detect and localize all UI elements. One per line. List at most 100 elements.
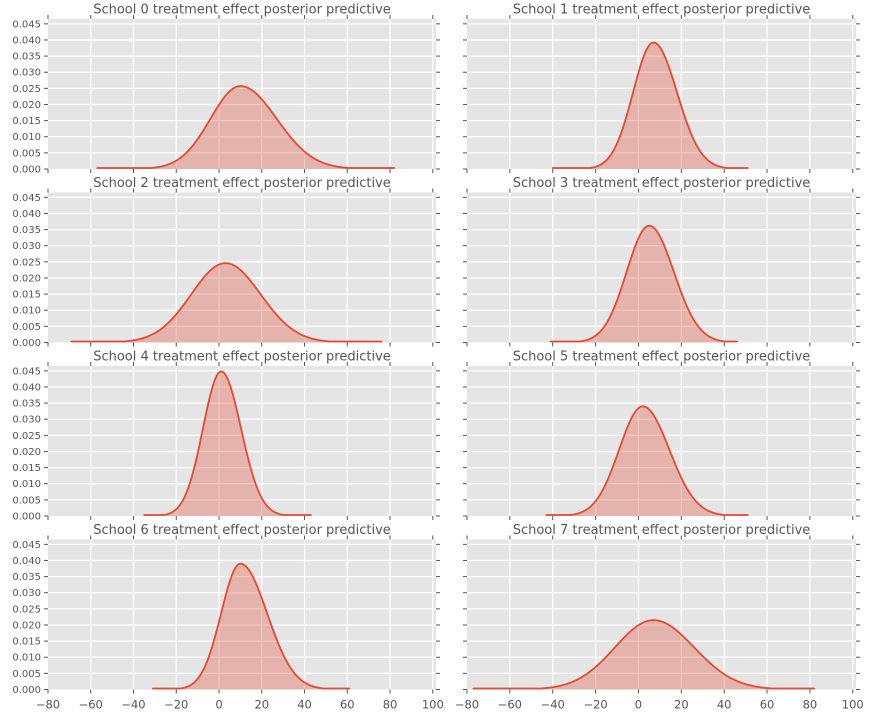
x-tick-label: −40 xyxy=(121,698,145,712)
grid-lines xyxy=(467,192,856,343)
y-tick-label: 0.030 xyxy=(12,588,41,599)
y-tick-label: 0.030 xyxy=(12,241,41,252)
density-curve xyxy=(549,224,738,343)
y-tick-label: 0.010 xyxy=(12,306,41,317)
y-tick-label: 0.040 xyxy=(12,35,41,46)
tick-marks xyxy=(44,188,440,347)
density-curve xyxy=(151,562,351,690)
x-tick-label: −20 xyxy=(164,698,188,712)
y-tick-label: 0.045 xyxy=(12,193,41,204)
y-tick-label: 0.025 xyxy=(12,84,41,95)
y-tick-labels: 0.000 0.005 0.010 0.015 0.020 0.025 0.030 0.035… xyxy=(12,540,41,696)
density-fill xyxy=(473,620,815,690)
grid-lines xyxy=(48,366,436,516)
density-curve xyxy=(70,262,383,343)
y-tick-label: 0.010 xyxy=(12,132,41,143)
subplot-title: School 4 treatment effect posterior pred… xyxy=(93,350,391,365)
subplot-school-4: School 4 treatment effect posterior pred… xyxy=(12,350,440,523)
subplot-title: School 6 treatment effect posterior pred… xyxy=(93,523,391,538)
density-curve xyxy=(551,41,749,169)
x-tick-label: 100 xyxy=(842,698,864,712)
subplot-school-5: School 5 treatment effect posterior pred… xyxy=(463,350,860,520)
y-tick-labels: 0.000 0.005 0.010 0.015 0.020 0.025 0.030 0.035… xyxy=(12,193,41,349)
x-tick-label: −60 xyxy=(79,698,103,712)
y-tick-label: 0.000 xyxy=(12,338,41,349)
tick-marks xyxy=(463,188,860,347)
y-tick-label: 0.015 xyxy=(12,290,41,301)
density-curve xyxy=(143,370,312,516)
x-tick-label: 80 xyxy=(383,698,398,712)
subplot-title: School 7 treatment effect posterior pred… xyxy=(513,523,811,538)
density-curve xyxy=(96,85,396,169)
subplot-school-6: School 6 treatment effect posterior pred… xyxy=(12,523,443,712)
grid-lines xyxy=(467,539,856,690)
tick-marks xyxy=(44,362,440,520)
y-tick-label: 0.020 xyxy=(12,620,41,631)
y-tick-label: 0.045 xyxy=(12,366,41,377)
y-tick-label: 0.005 xyxy=(12,495,41,506)
y-tick-labels: 0.000 0.005 0.010 0.015 0.020 0.025 0.030 0.035… xyxy=(12,19,41,175)
plot-background xyxy=(467,539,856,690)
grid-lines xyxy=(48,192,436,343)
y-tick-label: 0.020 xyxy=(12,447,41,458)
x-tick-label: 100 xyxy=(422,698,444,712)
y-tick-label: 0.010 xyxy=(12,479,41,490)
y-tick-label: 0.020 xyxy=(12,273,41,284)
x-tick-label: 60 xyxy=(340,698,355,712)
y-tick-label: 0.045 xyxy=(12,540,41,551)
x-tick-label: 40 xyxy=(717,698,732,712)
y-tick-labels: 0.000 0.005 0.010 0.015 0.020 0.025 0.030 0.035… xyxy=(12,366,41,522)
y-tick-label: 0.025 xyxy=(12,604,41,615)
y-tick-label: 0.025 xyxy=(12,431,41,442)
y-tick-label: 0.045 xyxy=(12,19,41,30)
grid-lines xyxy=(48,19,436,169)
x-tick-label: 0 xyxy=(635,698,642,712)
subplot-school-0: School 0 treatment effect posterior pred… xyxy=(12,3,440,176)
plot-background xyxy=(48,366,436,516)
subplot-title: School 1 treatment effect posterior pred… xyxy=(513,3,811,18)
subplot-title: School 2 treatment effect posterior pred… xyxy=(93,176,391,191)
subplot-school-1: School 1 treatment effect posterior pred… xyxy=(463,3,860,173)
y-tick-label: 0.005 xyxy=(12,322,41,333)
plot-background xyxy=(48,19,436,169)
y-tick-label: 0.010 xyxy=(12,653,41,664)
tick-marks xyxy=(463,535,860,694)
y-tick-label: 0.040 xyxy=(12,556,41,567)
y-tick-label: 0.020 xyxy=(12,100,41,111)
y-tick-label: 0.015 xyxy=(12,463,41,474)
y-tick-label: 0.015 xyxy=(12,637,41,648)
y-tick-label: 0.030 xyxy=(12,68,41,79)
x-tick-label: −80 xyxy=(36,698,60,712)
density-fill xyxy=(546,406,748,516)
x-tick-label: 40 xyxy=(297,698,312,712)
subplot-school-3: School 3 treatment effect posterior pred… xyxy=(463,176,860,347)
subplot-title: School 0 treatment effect posterior pred… xyxy=(93,3,391,18)
density-fill xyxy=(97,86,395,169)
x-tick-labels: −80 −60 −40 −20 0 20 40 60 80 100 xyxy=(455,698,864,712)
subplot-school-7: School 7 treatment effect posterior pred… xyxy=(455,523,864,712)
x-tick-label: −20 xyxy=(583,698,607,712)
subplot-title: School 5 treatment effect posterior pred… xyxy=(513,350,811,365)
x-tick-label: 20 xyxy=(674,698,689,712)
y-tick-label: 0.040 xyxy=(12,382,41,393)
grid-lines xyxy=(467,19,856,169)
x-tick-label: 20 xyxy=(254,698,269,712)
y-tick-label: 0.030 xyxy=(12,415,41,426)
y-tick-label: 0.040 xyxy=(12,209,41,220)
x-tick-label: −60 xyxy=(498,698,522,712)
x-tick-label: 0 xyxy=(215,698,222,712)
y-tick-label: 0.035 xyxy=(12,399,41,410)
plot-background xyxy=(467,366,856,516)
y-tick-label: 0.015 xyxy=(12,116,41,127)
y-tick-label: 0.035 xyxy=(12,52,41,63)
grid-lines xyxy=(467,366,856,516)
tick-marks xyxy=(463,362,860,520)
grid-lines xyxy=(48,539,436,690)
y-tick-label: 0.035 xyxy=(12,572,41,583)
density-curve xyxy=(472,619,816,690)
density-curve xyxy=(545,405,749,516)
density-fill xyxy=(552,42,748,169)
x-tick-label: 80 xyxy=(803,698,818,712)
